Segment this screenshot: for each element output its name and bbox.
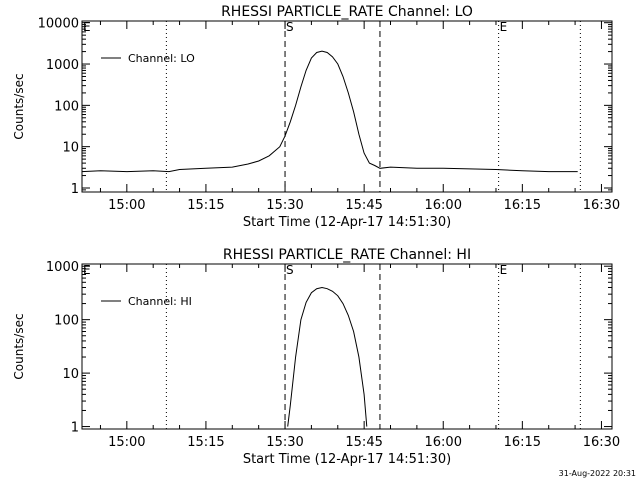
x-tick-label: 15:15 — [187, 435, 224, 450]
x-tick-label: 15:00 — [108, 198, 145, 213]
x-tick-label: 15:45 — [345, 198, 382, 213]
chart-title: RHESSI PARTICLE_RATE Channel: HI — [223, 247, 471, 263]
y-tick-label: 1 — [71, 182, 79, 197]
panel-0: RHESSI PARTICLE_RATE Channel: LO Start Ti… — [12, 4, 620, 230]
y-tick-label: 10000 — [38, 17, 79, 32]
y-tick-label: 10 — [62, 141, 79, 156]
y-tick-label: 1 — [71, 421, 79, 436]
x-axis-label: Start Time (12-Apr-17 14:51:30) — [243, 452, 451, 467]
y-tick-label: 100 — [54, 99, 79, 114]
series-line — [287, 286, 368, 427]
legend-label: Channel: HI — [128, 295, 192, 308]
series-line — [81, 50, 578, 173]
x-tick-label: 16:00 — [425, 435, 462, 450]
marker-label: E — [83, 263, 91, 277]
timestamp: 31-Aug-2022 20:31 — [559, 469, 636, 478]
marker-label: E — [500, 263, 508, 277]
x-tick-label: 15:30 — [266, 435, 303, 450]
y-axis-label: Counts/sec — [12, 313, 26, 379]
x-tick-label: 15:30 — [266, 198, 303, 213]
marker-label: S — [286, 263, 294, 277]
y-tick-label: 10 — [62, 367, 79, 382]
plot-frame — [81, 263, 613, 430]
x-axis-label: Start Time (12-Apr-17 14:51:30) — [243, 215, 451, 230]
y-tick-label: 1000 — [46, 58, 79, 73]
chart-title: RHESSI PARTICLE_RATE Channel: LO — [221, 4, 473, 20]
x-tick-label: 15:00 — [108, 435, 145, 450]
legend-label: Channel: LO — [128, 52, 195, 65]
marker-label: E — [500, 20, 508, 34]
marker-label: S — [286, 20, 294, 34]
y-tick-label: 100 — [54, 314, 79, 329]
x-tick-label: 15:15 — [187, 198, 224, 213]
marker-label: E — [83, 20, 91, 34]
x-tick-label: 16:30 — [583, 435, 620, 450]
panel-1: RHESSI PARTICLE_RATE Channel: HI Start Ti… — [12, 247, 620, 467]
x-tick-label: 16:00 — [425, 198, 462, 213]
y-axis-label: Counts/sec — [12, 73, 26, 139]
y-tick-label: 1000 — [46, 260, 79, 275]
x-tick-label: 16:15 — [504, 198, 541, 213]
x-tick-label: 15:45 — [345, 435, 382, 450]
x-tick-label: 16:15 — [504, 435, 541, 450]
plot-frame — [81, 20, 613, 193]
x-tick-label: 16:30 — [583, 198, 620, 213]
